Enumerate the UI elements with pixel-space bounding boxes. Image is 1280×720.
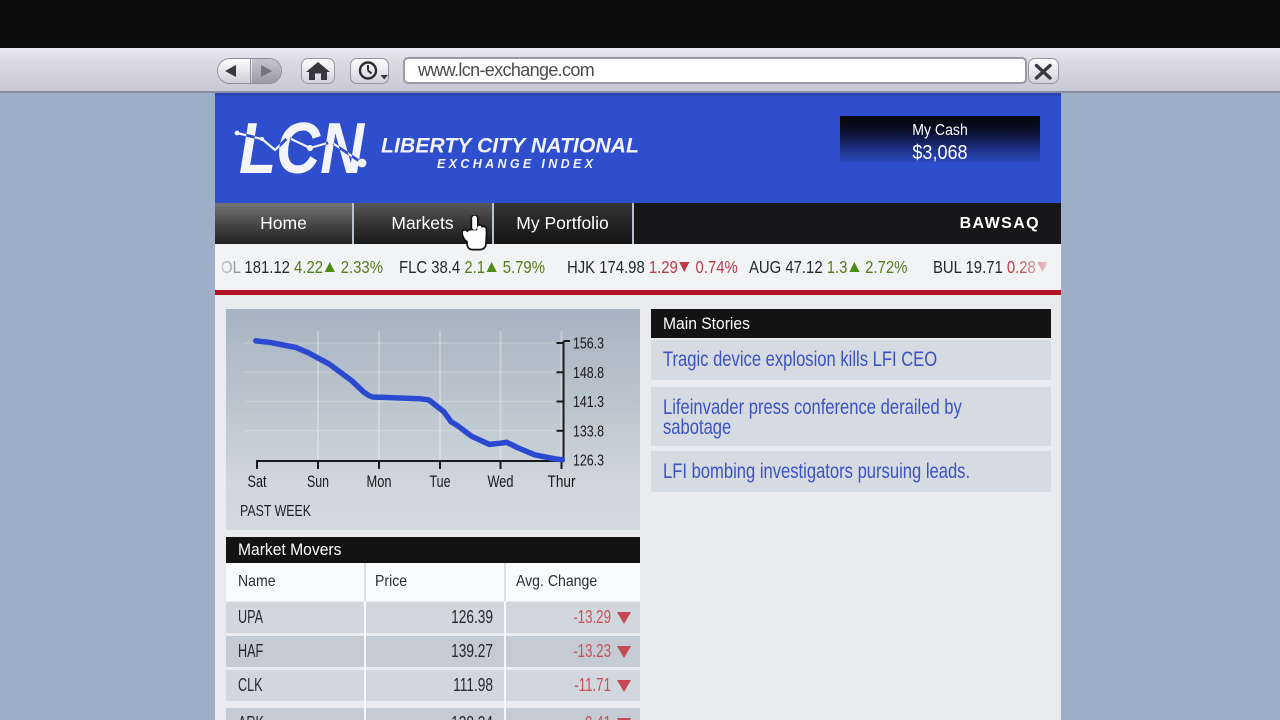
svg-text:Thur: Thur (548, 472, 576, 491)
svg-text:126.3: 126.3 (573, 453, 604, 470)
svg-text:EXCHANGE INDEX: EXCHANGE INDEX (437, 157, 594, 171)
svg-text:Sat: Sat (248, 472, 267, 491)
svg-text:Sun: Sun (307, 472, 329, 491)
svg-text:133.8: 133.8 (573, 423, 604, 440)
svg-text:141.3: 141.3 (573, 394, 604, 411)
svg-text:Mon: Mon (367, 472, 392, 491)
svg-text:PAST WEEK: PAST WEEK (240, 503, 312, 520)
svg-text:LIBERTY CITY NATIONAL: LIBERTY CITY NATIONAL (381, 135, 639, 158)
svg-text:Wed: Wed (488, 472, 514, 491)
svg-text:148.8: 148.8 (573, 365, 604, 382)
svg-text:LCN: LCN (239, 109, 366, 189)
svg-text:156.3: 156.3 (573, 336, 604, 353)
svg-text:Tue: Tue (430, 472, 451, 491)
